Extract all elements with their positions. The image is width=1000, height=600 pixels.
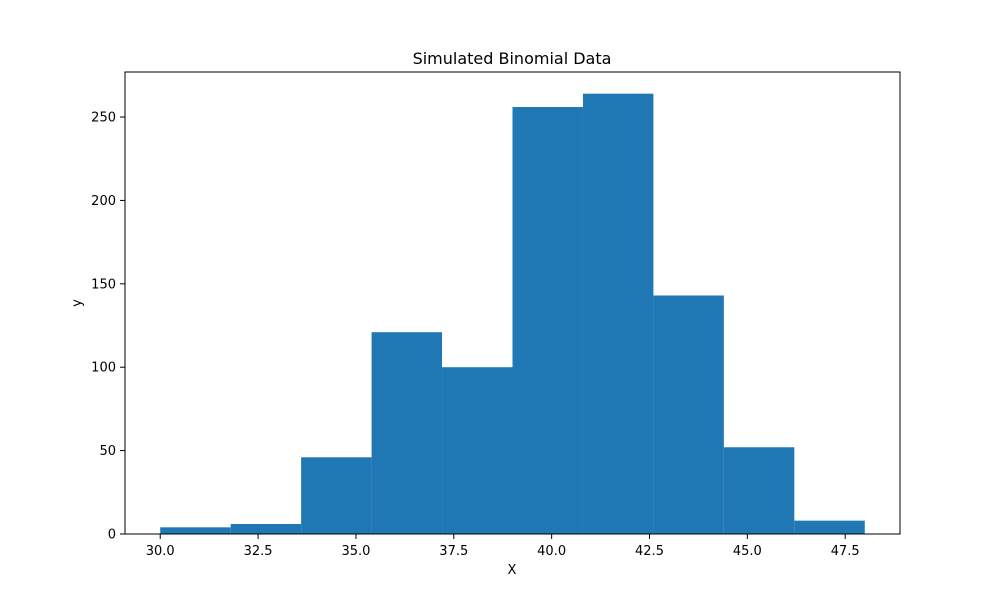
y-tick-label: 250 bbox=[91, 111, 116, 126]
plot-area-frame bbox=[124, 71, 901, 535]
y-tick-label: 50 bbox=[99, 444, 116, 459]
y-axis-label: y bbox=[70, 299, 85, 307]
histogram-bar bbox=[442, 367, 513, 534]
x-tick-label: 40.0 bbox=[537, 544, 566, 559]
y-tick-label: 200 bbox=[91, 194, 116, 209]
y-tick-label: 150 bbox=[91, 277, 116, 292]
bars-group bbox=[160, 93, 865, 534]
histogram-bar bbox=[160, 527, 231, 534]
histogram-bar bbox=[512, 107, 583, 534]
x-tick-label: 37.5 bbox=[439, 544, 468, 559]
histogram-bar bbox=[794, 520, 865, 534]
histogram-bar bbox=[371, 332, 443, 534]
x-tick-label: 42.5 bbox=[635, 544, 664, 559]
histogram-bar bbox=[230, 523, 302, 534]
histogram-bar bbox=[582, 93, 654, 534]
y-axis-ticks: 0 50 100 150 200 250 bbox=[91, 111, 125, 543]
x-tick-label: 30.0 bbox=[146, 544, 175, 559]
histogram-bar bbox=[301, 457, 372, 534]
x-axis-label: X bbox=[508, 563, 517, 578]
chart-title: Simulated Binomial Data bbox=[413, 49, 612, 68]
histogram-bar bbox=[653, 295, 724, 534]
histogram-bar bbox=[723, 447, 795, 534]
x-tick-label: 32.5 bbox=[244, 544, 273, 559]
y-tick-label: 0 bbox=[108, 528, 116, 543]
x-tick-label: 35.0 bbox=[341, 544, 370, 559]
x-tick-label: 47.5 bbox=[831, 544, 860, 559]
x-tick-label: 45.0 bbox=[733, 544, 762, 559]
x-axis-ticks: 30.0 32.5 35.0 37.5 40.0 42.5 45.0 47.5 bbox=[146, 534, 860, 559]
y-tick-label: 100 bbox=[91, 361, 116, 376]
